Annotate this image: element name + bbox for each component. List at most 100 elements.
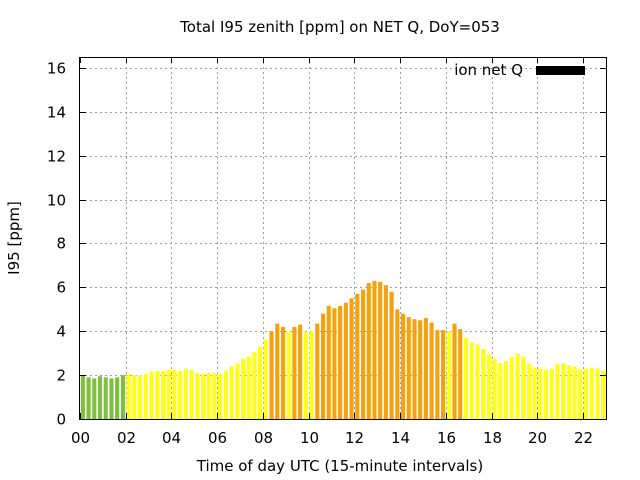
bar: [543, 369, 549, 419]
bar: [498, 363, 503, 419]
bar: [521, 356, 526, 419]
bar: [309, 331, 314, 419]
bar: [298, 324, 303, 419]
bar: [383, 285, 388, 419]
bar: [400, 313, 406, 419]
bar: [137, 375, 143, 419]
bar: [561, 363, 566, 419]
bar: [80, 375, 85, 419]
bar: [263, 340, 268, 419]
bar: [315, 323, 320, 419]
bar: [200, 374, 205, 419]
bar: [246, 356, 251, 419]
bar: [155, 370, 160, 419]
bar: [435, 330, 440, 419]
bar: [149, 371, 154, 419]
x-tick-label: 02: [117, 429, 136, 447]
x-tick-label: 18: [483, 429, 502, 447]
bar: [103, 377, 108, 419]
bar: [481, 348, 486, 419]
legend-swatch: [536, 66, 585, 75]
y-tick-label: 12: [47, 148, 66, 166]
y-tick-label: 10: [47, 192, 66, 210]
bar: [589, 367, 594, 419]
bar: [126, 374, 131, 419]
bar: [555, 364, 560, 419]
x-tick-label: 16: [437, 429, 456, 447]
bar: [115, 377, 120, 419]
bar: [469, 342, 474, 419]
bar: [258, 346, 263, 419]
bar: [492, 358, 497, 419]
chart-title: Total I95 zenith [ppm] on NET Q, DoY=053: [179, 18, 500, 36]
bar: [572, 366, 577, 419]
bar: [532, 367, 537, 419]
y-tick-label: 6: [56, 279, 66, 297]
bar: [183, 368, 188, 419]
bar: [178, 370, 183, 419]
bar: [212, 372, 217, 419]
bar: [583, 368, 589, 419]
bar: [280, 326, 286, 419]
bar: [429, 322, 434, 419]
bar: [235, 363, 240, 419]
bar: [526, 363, 531, 419]
bar: [206, 372, 211, 419]
bar: [120, 375, 125, 419]
y-axis-label: I95 [ppm]: [5, 201, 23, 275]
plot-frame: [79, 57, 607, 420]
bar: [406, 316, 411, 419]
legend-label: ion net Q: [454, 61, 523, 79]
y-tick-label: 14: [47, 104, 66, 122]
bar: [86, 377, 91, 419]
bar: [172, 369, 177, 419]
bar: [160, 370, 165, 419]
bar: [292, 326, 297, 419]
bar: [218, 374, 223, 419]
bar: [275, 323, 280, 419]
y-tick-label: 8: [56, 235, 66, 253]
bar: [509, 356, 514, 419]
bar: [595, 368, 600, 419]
bar: [475, 344, 480, 419]
bar-series: [80, 280, 606, 419]
bar: [229, 366, 234, 419]
bar: [601, 370, 606, 419]
x-tick-label: 04: [162, 429, 181, 447]
x-tick-label: 08: [254, 429, 273, 447]
bar: [240, 358, 246, 419]
bar: [452, 323, 457, 419]
bar: [326, 306, 331, 419]
bar: [223, 370, 228, 419]
bar: [360, 289, 366, 419]
bar: [189, 369, 194, 419]
bar: [486, 354, 491, 419]
bar: [338, 306, 343, 419]
bar: [549, 368, 554, 419]
bar: [355, 293, 360, 419]
bar: [566, 365, 571, 419]
bar: [97, 376, 103, 419]
x-tick-label: 20: [528, 429, 547, 447]
bar: [412, 319, 417, 419]
bar: [343, 302, 348, 419]
bar: [503, 360, 509, 419]
y-tick-label: 0: [56, 411, 66, 429]
bar: [395, 309, 400, 419]
bar: [441, 330, 446, 419]
bar: [578, 369, 583, 419]
bar: [389, 291, 394, 419]
bar: [538, 368, 543, 419]
bar: [372, 280, 377, 419]
bar: [92, 378, 97, 419]
bar: [132, 375, 137, 419]
bar: [143, 374, 148, 419]
bar: [109, 378, 114, 419]
bar: [378, 281, 383, 419]
bar: [332, 308, 337, 419]
bar: [423, 318, 428, 419]
bar: [463, 337, 468, 419]
bar: [458, 329, 463, 419]
